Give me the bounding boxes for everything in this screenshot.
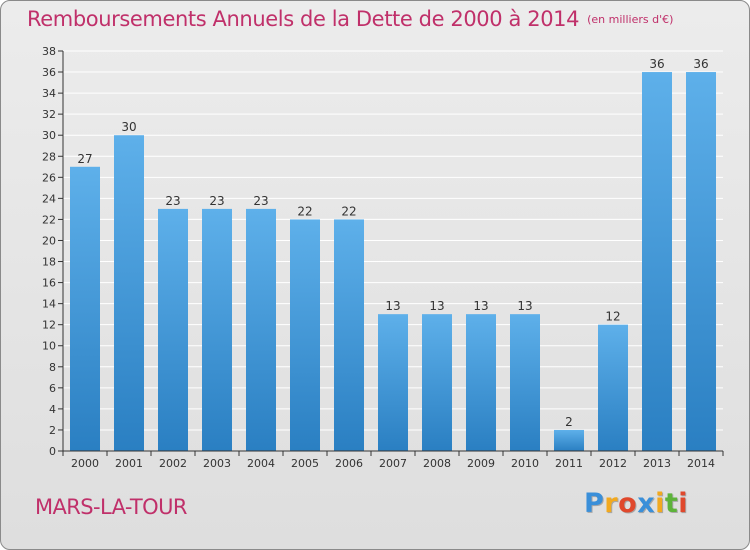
x-tick-label: 2011 (555, 457, 583, 470)
y-tick-label: 36 (42, 66, 56, 79)
bar (422, 314, 452, 451)
y-tick-label: 16 (42, 277, 56, 290)
x-tick-label: 2004 (247, 457, 275, 470)
x-tick-label: 2013 (643, 457, 671, 470)
bar (334, 219, 364, 451)
bar (686, 72, 716, 451)
data-label: 23 (253, 194, 268, 208)
chart-title: Remboursements Annuels de la Dette de 20… (27, 7, 673, 31)
y-tick-label: 4 (49, 403, 56, 416)
y-tick-label: 38 (42, 45, 56, 58)
y-tick-label: 10 (42, 340, 56, 353)
x-tick-label: 2003 (203, 457, 231, 470)
y-tick-label: 18 (42, 256, 56, 269)
bar (642, 72, 672, 451)
bar (466, 314, 496, 451)
data-label: 13 (385, 299, 400, 313)
city-name: MARS-LA-TOUR (35, 495, 187, 519)
data-label: 2 (565, 415, 573, 429)
bar (246, 208, 276, 451)
data-label: 13 (517, 299, 532, 313)
y-tick-label: 2 (49, 424, 56, 437)
x-tick-label: 2007 (379, 457, 407, 470)
logo-letter: r (604, 488, 619, 519)
x-tick-label: 2009 (467, 457, 495, 470)
y-tick-label: 22 (42, 213, 56, 226)
logo-letter: x (637, 488, 656, 519)
bar (70, 166, 100, 451)
y-tick-label: 20 (42, 234, 56, 247)
logo-letter: i (655, 488, 665, 519)
bar (554, 429, 584, 451)
bar (598, 324, 628, 451)
bar (510, 314, 540, 451)
x-tick-label: 2008 (423, 457, 451, 470)
bar (290, 219, 320, 451)
x-tick-label: 2006 (335, 457, 363, 470)
y-tick-label: 8 (49, 361, 56, 374)
proxiti-logo: Proxiti (584, 488, 688, 519)
logo-letter: P (584, 488, 605, 519)
y-tick-label: 12 (42, 319, 56, 332)
data-label: 27 (77, 152, 92, 166)
logo-letter: o (618, 488, 638, 519)
data-label: 22 (297, 204, 312, 218)
bar (378, 314, 408, 451)
bar (158, 208, 188, 451)
bar (202, 208, 232, 451)
y-tick-label: 24 (42, 192, 56, 205)
bar (114, 135, 144, 452)
data-label: 23 (165, 194, 180, 208)
logo-letter: t (664, 488, 679, 519)
x-tick-label: 2000 (71, 457, 99, 470)
chart-title-text: Remboursements Annuels de la Dette de 20… (27, 7, 580, 31)
data-label: 30 (121, 120, 136, 134)
x-tick-label: 2001 (115, 457, 143, 470)
data-label: 36 (693, 57, 708, 71)
bars: 27 30 23 23 23 22 22 13 13 13 13 2 12 36 36 (70, 57, 716, 452)
data-label: 12 (605, 310, 620, 324)
data-label: 22 (341, 204, 356, 218)
x-tick-label: 2005 (291, 457, 319, 470)
y-tick-label: 34 (42, 87, 56, 100)
x-tick-label: 2010 (511, 457, 539, 470)
x-tick-label: 2012 (599, 457, 627, 470)
x-axis: 2000 2001 2002 2003 2004 2005 2006 2007 2008 2009… (62, 450, 724, 470)
y-tick-label: 32 (42, 108, 56, 121)
x-tick-label: 2014 (687, 457, 715, 470)
chart-unit-text: (en milliers d'€) (587, 13, 674, 26)
y-tick-label: 26 (42, 171, 56, 184)
data-label: 13 (473, 299, 488, 313)
data-label: 23 (209, 194, 224, 208)
data-label: 13 (429, 299, 444, 313)
y-tick-label: 0 (49, 445, 56, 458)
x-tick-label: 2002 (159, 457, 187, 470)
y-tick-label: 28 (42, 150, 56, 163)
data-label: 36 (649, 57, 664, 71)
y-tick-label: 6 (49, 382, 56, 395)
y-tick-label: 14 (42, 298, 56, 311)
y-tick-label: 30 (42, 129, 56, 142)
logo-letter: i (678, 488, 689, 519)
